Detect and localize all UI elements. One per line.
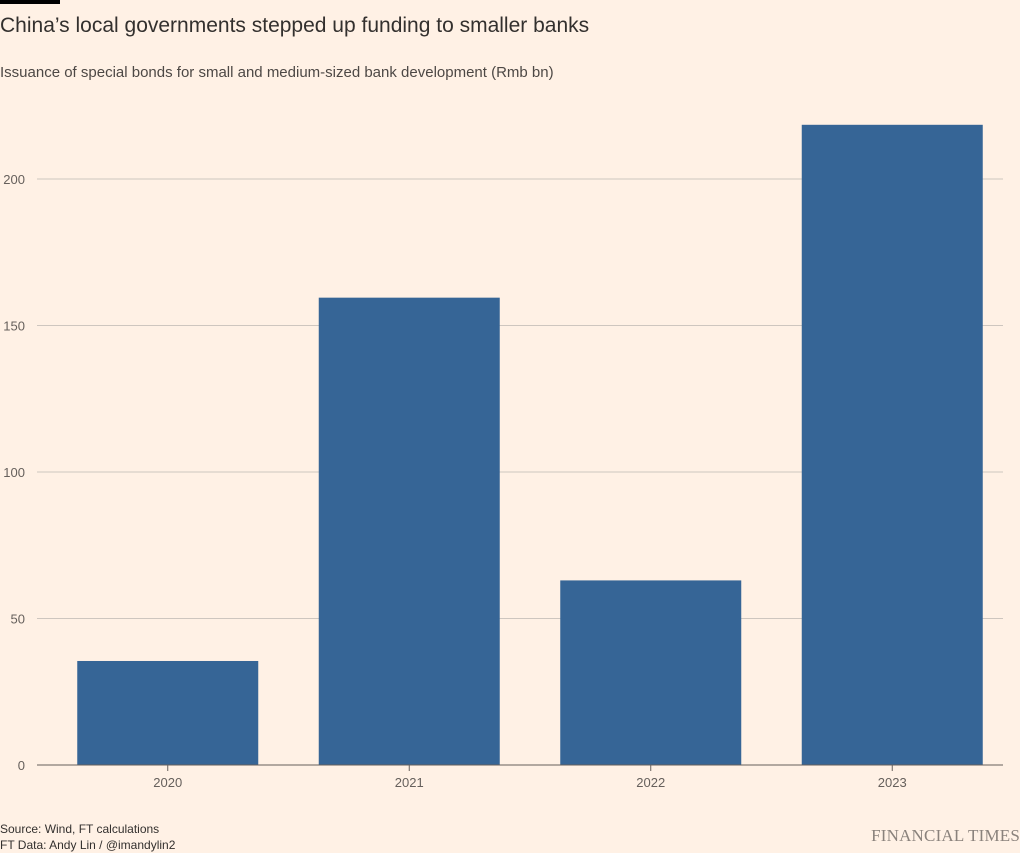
- bars: [77, 124, 983, 766]
- bar-2020: [77, 660, 259, 765]
- top-accent-bar: [0, 0, 60, 4]
- source-note: Source: Wind, FT calculations: [0, 822, 160, 836]
- x-tick-label-2023: 2023: [878, 775, 907, 790]
- ft-logo: FINANCIAL TIMES: [871, 826, 1020, 845]
- y-tick-label-100: 100: [3, 465, 25, 480]
- y-tick-label-200: 200: [3, 172, 25, 187]
- y-tick-label-50: 50: [11, 612, 25, 627]
- chart-subtitle: Issuance of special bonds for small and …: [0, 64, 554, 81]
- chart-title: China’s local governments stepped up fun…: [0, 14, 590, 37]
- y-tick-label-150: 150: [3, 319, 25, 334]
- x-tick-label-2020: 2020: [153, 775, 182, 790]
- x-tick-label-2022: 2022: [636, 775, 665, 790]
- bar-2021: [318, 297, 500, 765]
- x-tick-label-2021: 2021: [395, 775, 424, 790]
- bar-2023: [801, 124, 983, 766]
- bar-chart: 0 50 100 150 200 2020 2021 2022 2023: [3, 124, 1003, 790]
- axes: 0 50 100 150 200 2020 2021 2022 2023: [3, 172, 1003, 790]
- bar-2022: [560, 580, 742, 765]
- y-tick-label-0: 0: [18, 758, 25, 773]
- credit-note: FT Data: Andy Lin / @imandylin2: [0, 838, 176, 852]
